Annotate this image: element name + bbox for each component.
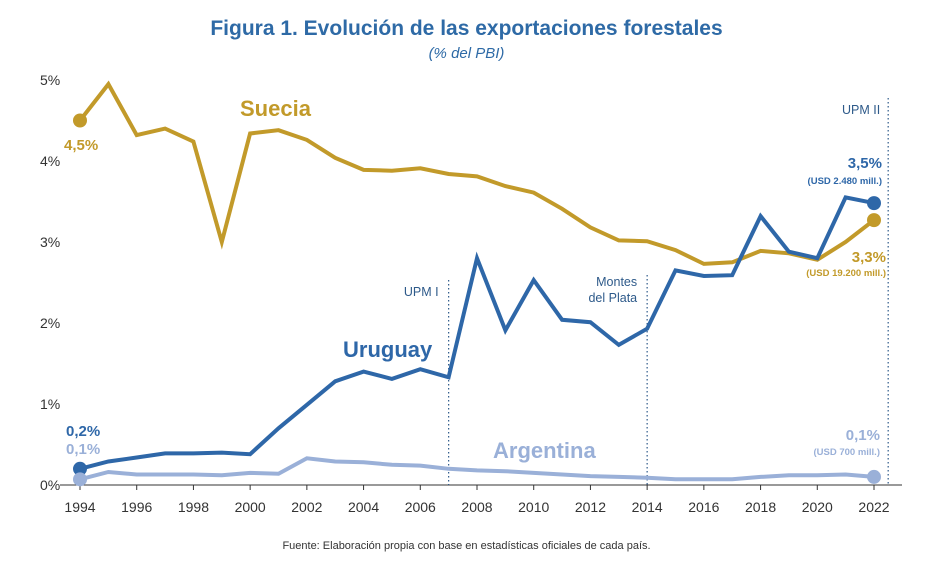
y-tick-label: 4% (40, 153, 60, 169)
y-tick-label: 1% (40, 396, 60, 412)
x-tick-label: 2016 (688, 499, 719, 515)
x-tick-label: 2010 (518, 499, 549, 515)
annotation-label: del Plata (588, 291, 637, 305)
start-point-uruguay (73, 461, 87, 476)
end-value-label: 3,5% (848, 155, 882, 172)
end-point-argentina (867, 469, 881, 484)
x-tick-label: 1998 (178, 499, 209, 515)
x-tick-label: 2012 (575, 499, 606, 515)
end-value-label: 0,1% (846, 427, 880, 444)
end-point-uruguay (867, 196, 881, 211)
chart-subtitle: (% del PBI) (428, 45, 505, 62)
start-value-label: 4,5% (64, 137, 98, 154)
end-value-sublabel: (USD 700 mill.) (813, 447, 880, 458)
annotation-label: UPM II (842, 103, 880, 117)
end-value-label: 3,3% (852, 249, 886, 266)
y-tick-label: 3% (40, 234, 60, 250)
annotation-label: UPM I (404, 285, 439, 299)
start-value-label: 0,2% (66, 423, 100, 440)
end-value-sublabel: (USD 19.200 mill.) (806, 268, 886, 279)
y-tick-label: 2% (40, 315, 60, 331)
x-tick-label: 2020 (802, 499, 833, 515)
series-name-suecia: Suecia (240, 96, 312, 121)
series-line-suecia (78, 80, 876, 266)
x-tick-label: 2018 (745, 499, 776, 515)
series-name-uruguay: Uruguay (343, 337, 433, 362)
chart-title: Figura 1. Evolución de las exportaciones… (210, 17, 723, 40)
annotation-label: Montes (596, 275, 637, 289)
y-tick-label: 0% (40, 477, 60, 493)
start-value-label: 0,1% (66, 441, 100, 458)
x-tick-label: 2000 (235, 499, 266, 515)
source-note: Fuente: Elaboración propia con base en e… (282, 540, 651, 552)
x-tick-label: 2002 (291, 499, 322, 515)
x-tick-label: 2006 (405, 499, 436, 515)
y-tick-label: 5% (40, 72, 60, 88)
x-tick-label: 2014 (632, 499, 663, 515)
series-name-argentina: Argentina (493, 438, 596, 463)
x-tick-label: 2004 (348, 499, 379, 515)
series-line-uruguay (78, 195, 876, 471)
x-tick-label: 1994 (64, 499, 95, 515)
end-point-suecia (867, 213, 881, 228)
x-tick-label: 1996 (121, 499, 152, 515)
end-value-sublabel: (USD 2.480 mill.) (808, 176, 882, 187)
start-point-argentina (73, 472, 87, 487)
x-tick-label: 2008 (461, 499, 492, 515)
start-point-suecia (73, 113, 87, 128)
x-tick-label: 2022 (858, 499, 889, 515)
series-line-argentina (78, 456, 876, 482)
